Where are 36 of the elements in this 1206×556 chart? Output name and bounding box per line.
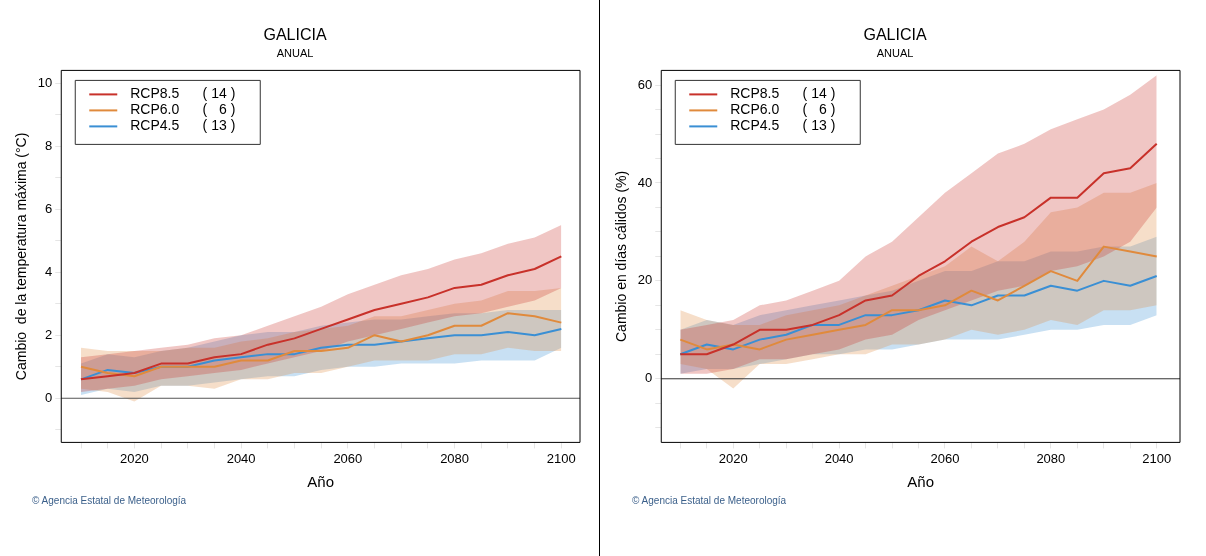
y-axis-title: Cambio de la temperatura máxima (°C)	[13, 132, 30, 381]
x-tick-label: 2080	[1036, 450, 1066, 466]
y-tick-label: 40	[637, 174, 653, 190]
x-tick-label: 2100	[1142, 450, 1172, 466]
x-tick-label: 2100	[546, 450, 576, 466]
y-tick-label: 6	[45, 200, 53, 216]
legend-label: RCP8.5 ( 14 )	[730, 85, 836, 102]
y-tick-label: 60	[637, 76, 653, 92]
x-axis-title: Año	[307, 473, 334, 491]
y-tick-label: 20	[637, 272, 653, 288]
text: © Agencia Estatal de Meteorología	[632, 495, 787, 506]
x-tick-label: 2060	[333, 450, 363, 466]
x-tick-label: 2020	[119, 450, 149, 466]
x-axis-title: Año	[907, 473, 934, 491]
y-tick-label: 8	[45, 137, 53, 153]
legend-label: RCP8.5 ( 14 )	[130, 85, 236, 102]
legend-label: RCP6.0 ( 6 )	[730, 101, 836, 118]
chart-subtitle: ANUAL	[276, 46, 314, 59]
chart-title: GALICIA	[863, 26, 927, 44]
y-axis-title: Cambio en días cálidos (%)	[613, 170, 630, 342]
y-tick-label: 2	[45, 326, 53, 342]
legend-label: RCP4.5 ( 13 )	[730, 117, 836, 134]
y-tick-label: 4	[45, 263, 53, 279]
legend-label: RCP4.5 ( 13 )	[130, 117, 236, 134]
y-tick-label: 0	[645, 370, 653, 386]
text: © Agencia Estatal de Meteorología	[32, 495, 187, 506]
y-tick-label: 0	[45, 389, 53, 405]
x-tick-label: 2080	[440, 450, 470, 466]
x-tick-label: 2060	[930, 450, 960, 466]
chart-title: GALICIA	[263, 26, 327, 44]
x-tick-label: 2040	[824, 450, 854, 466]
legend-label: RCP6.0 ( 6 )	[130, 101, 236, 118]
x-tick-label: 2040	[226, 450, 256, 466]
y-tick-label: 10	[37, 74, 53, 90]
chart-subtitle: ANUAL	[876, 46, 914, 59]
x-tick-label: 2020	[718, 450, 748, 466]
